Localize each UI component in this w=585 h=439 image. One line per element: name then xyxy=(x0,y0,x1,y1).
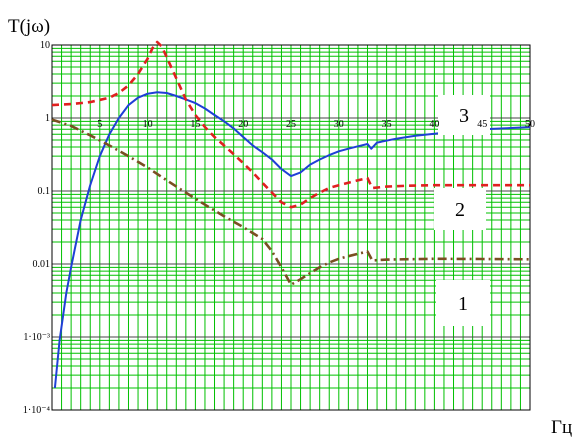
series-line-3 xyxy=(53,91,531,389)
x-tick-label: 20 xyxy=(238,119,248,130)
x-tick-labels: 5 10 15 20 25 30 35 40 45 50 xyxy=(97,119,535,130)
y-tick-labels: 10 1 0.1 0.01 1·10⁻³ 1·10⁻⁴ xyxy=(23,40,51,416)
curve-label-2: 2 xyxy=(455,199,465,221)
x-tick-label: 15 xyxy=(190,119,200,130)
plot-frame xyxy=(51,44,531,411)
curve-label-box-2 xyxy=(434,188,486,230)
x-tick-label: 45 xyxy=(477,119,487,130)
minor-grid xyxy=(52,45,530,410)
y-tick-label: 1·10⁻³ xyxy=(23,332,50,343)
series-line-1 xyxy=(51,118,531,286)
y-tick-label: 1 xyxy=(45,113,50,124)
y-tick-label: 0.01 xyxy=(33,259,51,270)
x-tick-label: 50 xyxy=(525,119,535,130)
x-tick-label: 5 xyxy=(97,119,102,130)
y-tick-label: 0.1 xyxy=(38,186,51,197)
x-tick-label: 30 xyxy=(334,119,344,130)
series-line-2 xyxy=(51,40,530,209)
curve-label-box-1 xyxy=(436,280,490,326)
series-layer xyxy=(51,40,531,389)
x-tick-label: 10 xyxy=(143,119,153,130)
y-tick-label: 10 xyxy=(40,40,50,51)
curve-label-1: 1 xyxy=(458,293,468,315)
y-tick-label: 1·10⁻⁴ xyxy=(23,405,51,416)
x-tick-label: 35 xyxy=(382,119,392,130)
curve-label-3: 3 xyxy=(459,105,469,127)
x-tick-label: 40 xyxy=(429,119,439,130)
y-axis-label: T(jω) xyxy=(8,16,50,37)
x-axis-label: Гц xyxy=(551,417,572,438)
x-tick-label: 25 xyxy=(286,119,296,130)
curve-label-box-3 xyxy=(438,95,490,135)
curve-label-boxes: 3 2 1 xyxy=(434,95,490,326)
